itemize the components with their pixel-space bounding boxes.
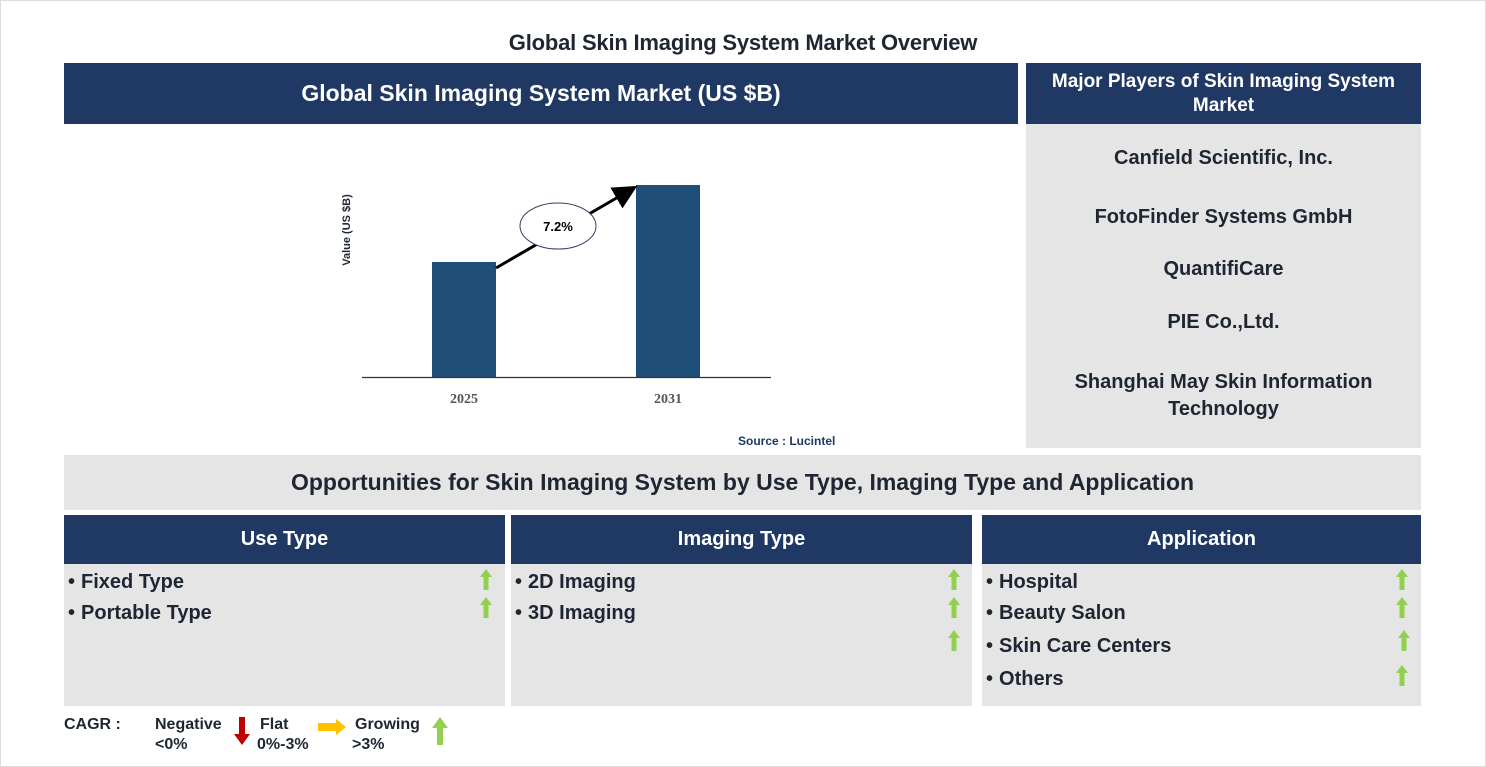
use-type-list: Fixed Type Portable Type <box>64 564 505 706</box>
growing-arrow-icon <box>948 597 960 618</box>
legend-negative-name: Negative <box>155 716 222 733</box>
page-title: Global Skin Imaging System Market Overvi… <box>508 30 978 55</box>
growing-arrow-icon <box>948 569 960 590</box>
player-item: Canfield Scientific, Inc. <box>1114 147 1333 169</box>
legend-growing-range: >3% <box>352 736 385 753</box>
major-players-list: Canfield Scientific, Inc. FotoFinder Sys… <box>1026 124 1421 448</box>
cagr-legend-label: CAGR : <box>64 716 121 733</box>
growing-arrow-icon <box>1396 597 1408 618</box>
use-type-header: Use Type <box>64 515 505 564</box>
market-chart-header: Global Skin Imaging System Market (US $B… <box>64 63 1018 124</box>
cagr-value: 7.2% <box>543 219 573 234</box>
y-axis-label: Value (US $B) <box>341 194 353 266</box>
legend-flat-name: Flat <box>260 716 289 733</box>
growing-up-arrow-icon <box>432 717 448 745</box>
legend-flat-range: 0%-3% <box>257 736 309 753</box>
list-item: Hospital <box>986 571 1078 594</box>
imaging-type-header: Imaging Type <box>511 515 972 564</box>
list-item: Portable Type <box>68 602 212 625</box>
market-bar-chart: Value (US $B) 7.2% 2025 2031 <box>341 185 771 407</box>
player-item: PIE Co.,Ltd. <box>1167 311 1280 333</box>
growing-arrow-icon <box>948 630 960 651</box>
list-item: Fixed Type <box>68 571 184 594</box>
negative-down-arrow-icon <box>234 717 250 745</box>
list-item: Skin Care Centers <box>986 635 1171 658</box>
bar-2025 <box>432 262 496 377</box>
x-tick-2025: 2025 <box>450 392 478 407</box>
imaging-type-list: 2D Imaging 3D Imaging <box>511 564 972 706</box>
x-tick-2031: 2031 <box>654 392 682 407</box>
list-item: Others <box>986 668 1063 691</box>
major-players-header: Major Players of Skin Imaging System Mar… <box>1026 63 1421 124</box>
application-list: Hospital Beauty Salon Skin Care Centers … <box>982 564 1421 706</box>
growing-arrow-icon <box>480 597 492 618</box>
cagr-ellipse <box>519 202 597 250</box>
opportunities-banner: Opportunities for Skin Imaging System by… <box>64 455 1421 510</box>
legend-negative-range: <0% <box>155 736 188 753</box>
player-item: Shanghai May Skin Information Technology <box>1074 371 1373 420</box>
growing-arrow-icon <box>1398 630 1410 651</box>
growing-arrow-icon <box>1396 665 1408 686</box>
source-label: Source : Lucintel <box>738 434 836 448</box>
growing-arrow-icon <box>1396 569 1408 590</box>
list-item: 3D Imaging <box>515 602 636 625</box>
player-item: FotoFinder Systems GmbH <box>1094 206 1353 228</box>
player-item: QuantifiCare <box>1163 258 1284 280</box>
flat-right-arrow-icon <box>318 719 346 735</box>
growing-arrow-icon <box>480 569 492 590</box>
application-header: Application <box>982 515 1421 564</box>
list-item: Beauty Salon <box>986 602 1126 625</box>
bar-2031 <box>636 185 700 377</box>
list-item: 2D Imaging <box>515 571 636 594</box>
legend-growing-name: Growing <box>355 716 420 733</box>
